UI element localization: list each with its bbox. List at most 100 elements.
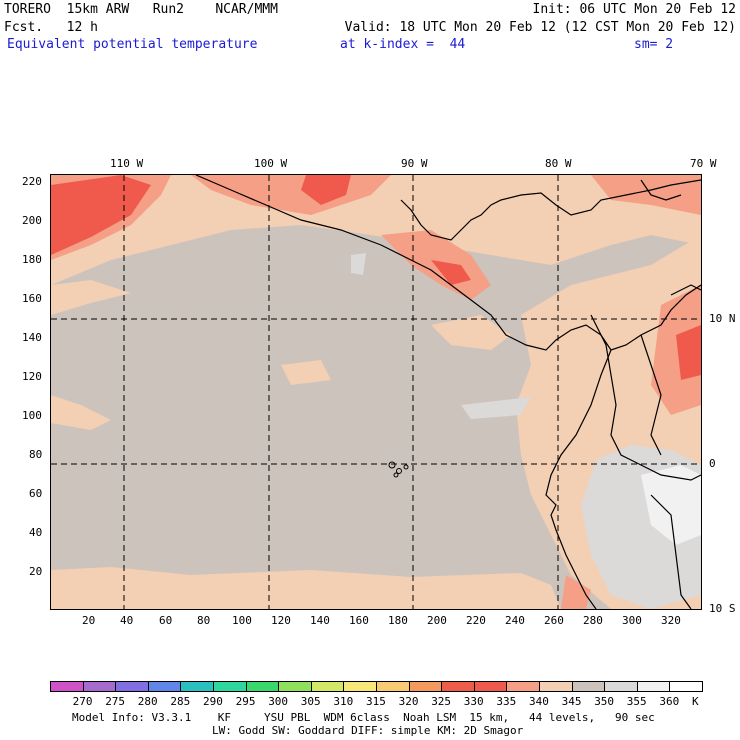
init-time: Init: 06 UTC Mon 20 Feb 12: [532, 2, 737, 17]
colorbar-swatch: [343, 681, 377, 692]
y-tick: 140: [22, 331, 42, 344]
smoothing-value: sm= 2: [634, 37, 674, 52]
lon-label-110w: 110 W: [110, 157, 144, 170]
colorbar-swatch: [82, 681, 117, 692]
y-tick: 20: [29, 565, 43, 578]
x-tick: 280: [583, 614, 603, 627]
x-tick: 200: [427, 614, 447, 627]
x-tick: 60: [159, 614, 173, 627]
colorbar-swatch: [245, 681, 280, 692]
south-america-pacific-coast: [545, 349, 612, 609]
x-tick: 180: [388, 614, 408, 627]
central-america-caribbean-coast: [400, 179, 701, 241]
x-tick: 300: [622, 614, 642, 627]
colorbar-label: 280: [137, 695, 158, 708]
field-gray-north: [351, 253, 366, 275]
coastlines: [195, 175, 701, 609]
field-gray-center: [461, 397, 531, 419]
colorbar-label: 290: [203, 695, 223, 708]
y-tick: 160: [22, 292, 42, 305]
lon-label-80w: 80 W: [545, 157, 572, 170]
model-run-title: TORERO 15km ARW Run2 NCAR/MMM: [4, 2, 278, 17]
colorbar-label: 340: [529, 695, 549, 708]
peru-brazil-border: [650, 494, 692, 609]
field-light-west-2: [51, 395, 111, 430]
field-light-south: [51, 567, 561, 609]
colorbar-swatch: [571, 681, 606, 692]
colombia-ecuador-border: [590, 314, 701, 481]
y-tick: 200: [22, 214, 42, 227]
x-tick: 240: [505, 614, 525, 627]
colorbar-swatch: [310, 681, 345, 692]
colorbar-label: 285: [170, 695, 191, 708]
lat-label-10s: 10 S: [709, 602, 736, 615]
caribbean-island: [640, 179, 682, 201]
colorbar-label: 350: [594, 695, 615, 708]
galapagos-islands: [388, 461, 409, 478]
physics-info-line: LW: Godd SW: Goddard DIFF: simple KM: 2D…: [212, 724, 524, 737]
colorbar-label: 300: [268, 695, 289, 708]
x-tick: 100: [232, 614, 252, 627]
colorbar-label: 345: [561, 695, 582, 708]
x-tick: 160: [349, 614, 369, 627]
colorbar-swatch: [604, 681, 638, 692]
colorbar-swatch: [376, 681, 410, 692]
y-tick: 40: [29, 526, 43, 539]
field-hot-east: [676, 325, 701, 380]
field-hot-central: [431, 260, 471, 285]
colorbar-label: 320: [398, 695, 419, 708]
colorbar-swatch: [50, 681, 84, 692]
x-tick: 320: [661, 614, 681, 627]
field-light-patch: [281, 360, 331, 385]
level-index: at k-index = 44: [340, 37, 466, 52]
colorbar-label: 315: [366, 695, 386, 708]
y-tick: 100: [22, 409, 42, 422]
x-tick: 260: [544, 614, 564, 627]
y-tick: 60: [29, 487, 43, 500]
field-warm-peru: [561, 575, 591, 609]
field-light-west: [51, 280, 131, 315]
inland-border: [640, 334, 662, 456]
colorbar-label: 295: [235, 695, 256, 708]
colorbar-swatch: [408, 681, 443, 692]
forecast-hour: Fcst. 12 h: [4, 20, 98, 35]
lat-lon-grid: [51, 175, 701, 609]
colorbar-label: 270: [72, 695, 93, 708]
colorbar-label: 335: [496, 695, 517, 708]
colorbar-swatch: [473, 681, 508, 692]
lon-label-70w: 70 W: [690, 157, 717, 170]
colorbar-swatch: [636, 681, 671, 692]
colorbar-label: 305: [300, 695, 321, 708]
valid-time: Valid: 18 UTC Mon 20 Feb 12 (12 CST Mon …: [344, 20, 736, 35]
y-tick: 80: [29, 448, 43, 461]
colorbar-swatch: [441, 681, 475, 692]
venezuela-coast: [670, 284, 701, 296]
colorbar-label: 325: [431, 695, 452, 708]
y-tick: 120: [22, 370, 42, 383]
lon-label-100w: 100 W: [254, 157, 288, 170]
colorbar-swatch: [213, 681, 247, 692]
colorbar-swatch: [539, 681, 573, 692]
colorbar-swatch: [669, 681, 703, 692]
colorbar-label: 360: [659, 695, 680, 708]
lat-label-0: 0: [709, 457, 716, 470]
field-light-north: [51, 175, 701, 285]
colorbar-label: 330: [463, 695, 484, 708]
field-warm-colombia: [651, 285, 701, 415]
model-info-line: Model Info: V3.3.1 KF YSU PBL WDM 6class…: [72, 711, 655, 724]
field-white-east: [641, 465, 701, 545]
x-tick: 140: [310, 614, 330, 627]
y-tick: 180: [22, 253, 42, 266]
lon-label-90w: 90 W: [401, 157, 428, 170]
x-tick: 20: [82, 614, 96, 627]
x-tick: 80: [197, 614, 211, 627]
field-hot-northwest: [51, 175, 151, 255]
x-tick: 120: [271, 614, 291, 627]
lat-label-10n: 10 N: [709, 312, 736, 325]
field-hot-north: [301, 175, 351, 205]
x-tick: 40: [120, 614, 134, 627]
colorbar-swatch: [278, 681, 312, 692]
field-name: Equivalent potential temperature: [7, 37, 258, 52]
x-tick: 220: [466, 614, 486, 627]
colorbar-swatch: [115, 681, 149, 692]
